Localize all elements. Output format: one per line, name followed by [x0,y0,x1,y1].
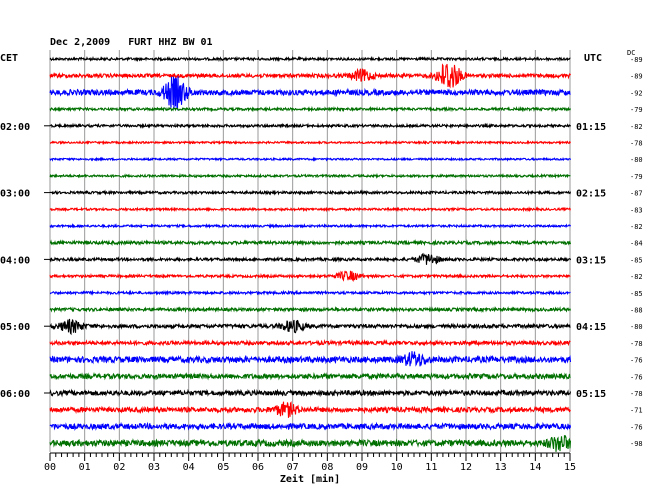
dc-offset-label: -85 [630,290,643,298]
time-axis: 00 01 02 03 04 05 06 07 08 09 10 11 12 13 14 15 [44,452,576,473]
trace-line [49,172,571,179]
dc-offset-label: -71 [630,407,643,415]
x-tick-label: 04 [183,462,195,473]
right-hour-label: 05:15 [576,389,606,400]
dc-offset-label: -78 [630,340,643,348]
dc-offset-label: -92 [630,89,643,97]
right-hour-label: 02:15 [576,189,606,200]
dc-offset-label: -80 [630,156,643,164]
dc-label: DC [627,49,635,57]
x-axis-label: Zeit [min] [280,473,340,485]
x-tick-label: 06 [252,462,264,473]
trace-line [49,270,571,283]
trace-line [49,318,571,336]
right-hour-label: 04:15 [576,322,606,333]
dc-offset-label: -82 [630,223,643,231]
dc-offset-label: -78 [630,140,643,148]
x-tick-label: 14 [529,462,541,473]
trace-line [49,105,572,113]
x-tick-label: 09 [356,462,368,473]
trace-line [49,434,572,452]
trace-line [49,305,572,314]
chart-title: Dec 2,2009 FURT HHZ BW 01 [50,37,213,48]
dc-offset-label: -76 [630,357,643,365]
trace-line [49,122,571,130]
x-tick-label: 02 [113,462,125,473]
left-hour-label: 06:00 [0,389,30,400]
x-tick-label: 12 [460,462,472,473]
trace-line [49,55,571,63]
x-tick-label: 01 [79,462,91,473]
left-hour-label: 05:00 [0,322,30,333]
trace-line [49,252,572,265]
trace-line [49,76,571,111]
left-timezone-label: CET [0,53,18,64]
dc-offset-label: -82 [630,123,643,131]
x-tick-label: 07 [287,462,299,473]
dc-offset-label: -78 [630,390,643,398]
left-hour-label: 03:00 [0,189,30,200]
dc-offset-label: -89 [630,73,643,81]
dc-offset-label: -82 [630,273,643,281]
dc-offset-label: -84 [630,240,643,248]
dc-offset-label: -80 [630,323,643,331]
right-timezone-label: UTC [584,53,602,64]
label-group: -89 -89 -92 -79 -82 -78 -80 -79 -87 -83 -82 -84 -85 -… [0,56,643,448]
x-tick-label: 08 [321,462,333,473]
x-tick-label: 00 [44,462,56,473]
trace-line [49,401,571,418]
trace-line [49,239,572,247]
trace-line [49,63,572,89]
trace-line [49,189,572,196]
plot-grid [49,50,571,452]
x-tick-label: 05 [217,462,229,473]
trace-line [49,206,572,213]
dc-offset-label: -98 [630,440,643,448]
trace-line [49,388,572,398]
trace-line [50,139,571,146]
dc-offset-label: -87 [630,190,643,198]
dc-offset-label: -85 [630,256,643,264]
dc-offset-label: -76 [630,423,643,431]
trace-line [49,156,572,162]
dc-offset-label: -79 [630,106,643,114]
x-tick-label: 13 [495,462,507,473]
trace-line [49,222,571,229]
trace-line [49,289,571,297]
dc-offset-label: -83 [630,206,643,214]
left-hour-label: 02:00 [0,122,30,133]
trace-line [49,421,572,431]
dc-offset-label: -79 [630,173,643,181]
trace-line [49,351,572,367]
trace-group [49,55,572,452]
right-hour-label: 03:15 [576,255,606,266]
trace-line [49,371,571,381]
dc-offset-label: -88 [630,307,643,315]
x-tick-label: 03 [148,462,160,473]
trace-line [49,338,571,347]
dc-offset-label: -89 [630,56,643,64]
dc-offset-label: -76 [630,373,643,381]
left-hour-label: 04:00 [0,255,30,266]
x-tick-label: 15 [564,462,576,473]
x-tick-label: 11 [425,462,437,473]
x-tick-label: 10 [391,462,403,473]
right-hour-label: 01:15 [576,122,606,133]
